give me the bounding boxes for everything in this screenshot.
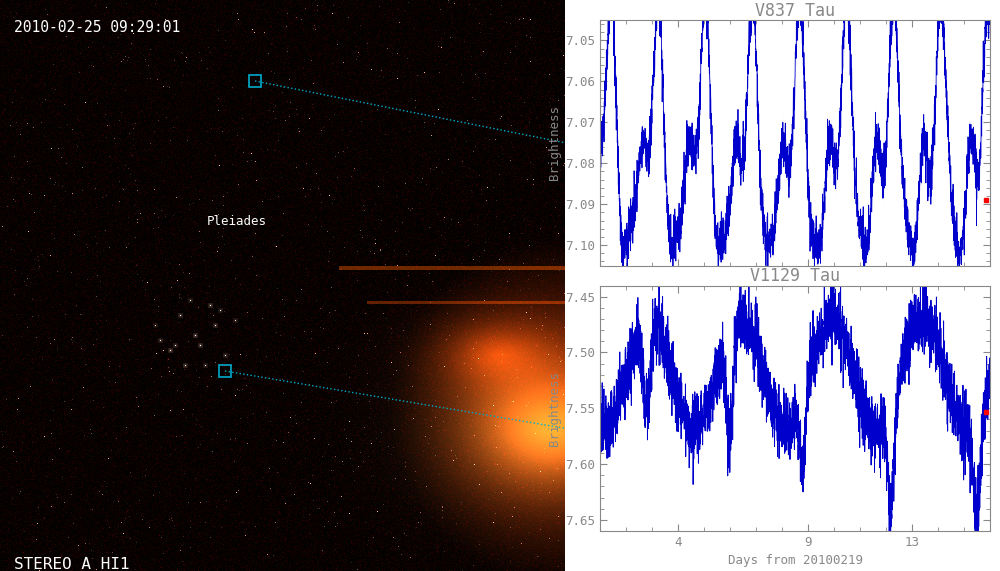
Title: V837 Tau: V837 Tau (755, 2, 835, 20)
Text: STEREO_A HI1: STEREO_A HI1 (14, 557, 130, 571)
Y-axis label: Brightness: Brightness (548, 105, 561, 180)
Y-axis label: Brightness: Brightness (548, 371, 561, 446)
X-axis label: Days from 20100219: Days from 20100219 (728, 554, 862, 568)
Title: V1129 Tau: V1129 Tau (750, 267, 840, 286)
Bar (219, 365, 231, 377)
Text: Pleiades: Pleiades (206, 215, 266, 228)
Bar (249, 75, 261, 87)
Text: 2010-02-25 09:29:01: 2010-02-25 09:29:01 (14, 20, 180, 35)
